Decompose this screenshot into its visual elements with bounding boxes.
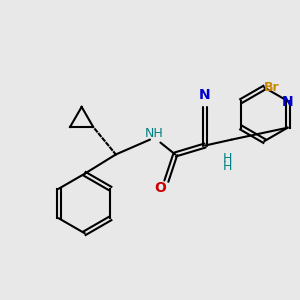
Text: N: N [199,88,211,102]
Text: O: O [154,181,166,195]
Text: N: N [282,95,293,110]
Text: H: H [223,160,232,173]
Text: Br: Br [264,81,280,94]
Text: NH: NH [145,127,164,140]
Text: H: H [223,152,232,165]
